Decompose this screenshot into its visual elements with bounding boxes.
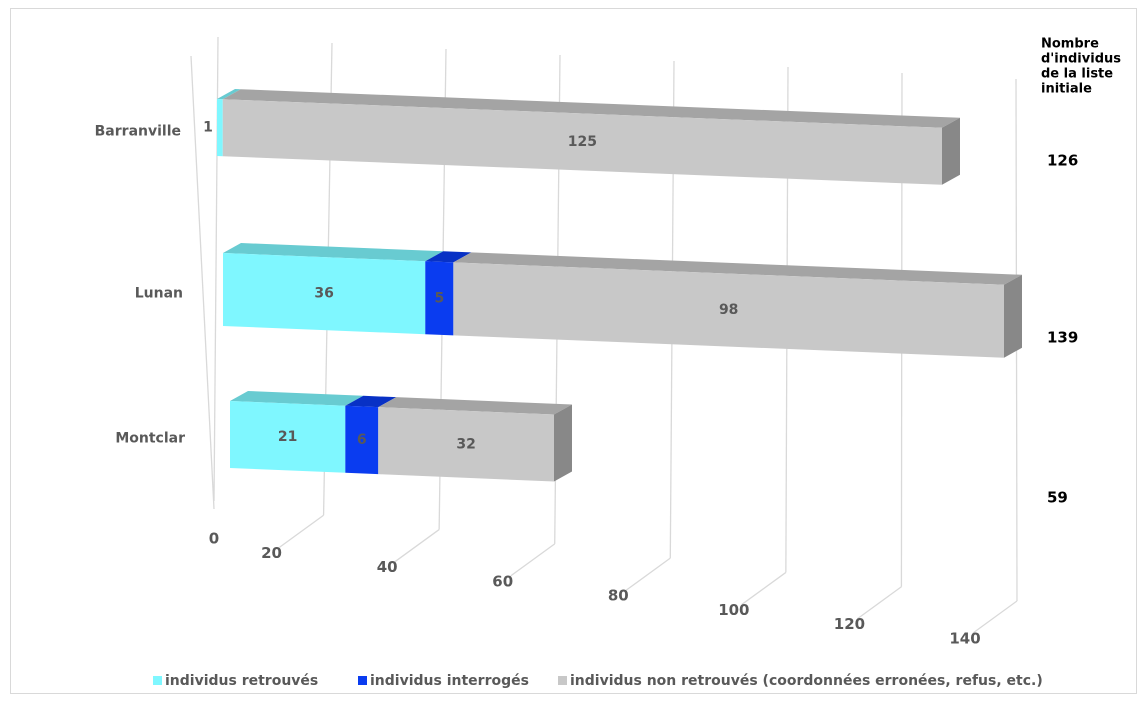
segment-retrouves [230, 401, 346, 473]
legend-label: individus interrogés [370, 673, 529, 689]
data-label: 6 [357, 432, 367, 448]
floor-gridline [279, 514, 324, 548]
x-tick-label: 20 [261, 544, 282, 562]
segment-retrouves [223, 253, 426, 335]
totals-title-line: Nombre [1041, 37, 1099, 52]
data-label: 21 [278, 429, 297, 445]
segment-non-retrouves-side [554, 404, 572, 482]
legend-swatch [153, 676, 162, 685]
data-label: 1 [203, 120, 213, 136]
total-value: 59 [1047, 489, 1068, 507]
segment-non-retrouves-top [378, 397, 572, 415]
totals-title-line: de la liste [1041, 67, 1113, 82]
segment-non-retrouves-top [222, 89, 960, 128]
floor-gridline [510, 543, 556, 577]
segment-non-retrouves-top [453, 252, 1022, 285]
category-label: Montclar [115, 431, 185, 447]
segment-retrouves-top [217, 89, 241, 100]
total-value: 139 [1047, 329, 1078, 347]
segment-non-retrouves-side [942, 117, 960, 185]
totals-title-line: d'individus [1041, 52, 1121, 67]
axis-wall-line [190, 55, 215, 510]
x-tick-label: 40 [377, 558, 398, 576]
segment-non-retrouves [222, 99, 942, 185]
x-tick-label: 60 [492, 572, 513, 590]
data-label: 98 [719, 302, 738, 318]
segment-interroges-top [425, 251, 472, 263]
x-tick-label: 80 [608, 587, 629, 605]
legend-label: individus non retrouvés (coordonnées err… [570, 673, 1043, 689]
data-label: 32 [456, 436, 475, 452]
bars-layer [217, 89, 1022, 482]
floor-gridline [625, 557, 671, 591]
x-tick-label: 120 [834, 615, 865, 633]
segment-interroges [425, 261, 454, 336]
legend-layer: individus retrouvés individus interrogés i… [153, 673, 1043, 689]
x-tick-label: 100 [718, 601, 749, 619]
segment-non-retrouves [378, 407, 554, 482]
segment-retrouves-top [223, 243, 444, 262]
segment-interroges [345, 405, 379, 475]
segment-non-retrouves-side [1004, 274, 1022, 358]
total-value: 126 [1047, 152, 1078, 170]
legend-label: individus retrouvés [165, 673, 318, 689]
legend-swatch [358, 676, 367, 685]
x-tick-label: 140 [949, 630, 980, 648]
chart-frame: 0 20 40 60 80 100 120 140 1 125 Barranville 126 36 5 9… [10, 8, 1137, 694]
floor-gridline [857, 586, 902, 620]
floor-gridline [741, 571, 787, 605]
x-tick-label: 0 [209, 530, 219, 548]
floor-gridline [972, 600, 1018, 634]
data-label: 125 [568, 134, 597, 150]
legend-swatch [558, 676, 567, 685]
totals-title-line: initiale [1041, 82, 1092, 97]
data-label: 36 [314, 286, 333, 302]
segment-retrouves-top [230, 391, 364, 406]
segment-retrouves [217, 99, 223, 157]
segment-non-retrouves [453, 262, 1004, 358]
segment-interroges-top [345, 395, 397, 408]
category-label: Barranville [95, 124, 181, 140]
floor-gridline [394, 529, 440, 563]
data-label: 5 [434, 290, 444, 306]
category-label: Lunan [135, 286, 183, 302]
